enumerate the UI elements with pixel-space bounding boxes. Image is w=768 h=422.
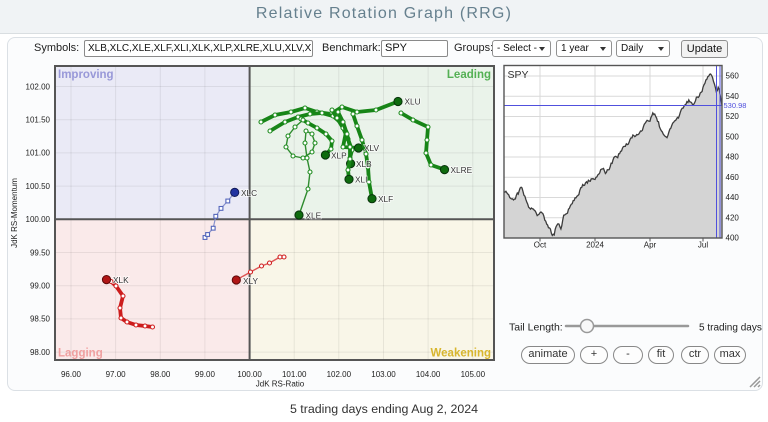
svg-text:JdK RS-Ratio: JdK RS-Ratio — [256, 380, 305, 389]
svg-text:460: 460 — [726, 173, 740, 182]
svg-text:Jul: Jul — [698, 241, 708, 250]
svg-text:XLU: XLU — [405, 97, 421, 107]
svg-text:530.98: 530.98 — [724, 101, 747, 110]
svg-text:Weakening: Weakening — [431, 348, 492, 360]
svg-text:JdK RS-Momentum: JdK RS-Momentum — [10, 178, 19, 248]
svg-text:100.50: 100.50 — [26, 182, 51, 191]
svg-text:520: 520 — [726, 112, 740, 121]
svg-text:104.00: 104.00 — [416, 370, 441, 379]
svg-text:99.00: 99.00 — [195, 370, 216, 379]
svg-text:100.00: 100.00 — [26, 215, 51, 224]
svg-text:98.50: 98.50 — [30, 315, 51, 324]
svg-text:Improving: Improving — [58, 69, 114, 81]
svg-text:XLK: XLK — [113, 275, 129, 285]
svg-text:105.00: 105.00 — [461, 370, 486, 379]
svg-text:400: 400 — [726, 234, 740, 243]
svg-text:Apr: Apr — [644, 241, 657, 250]
svg-text:101.50: 101.50 — [26, 116, 51, 125]
svg-text:440: 440 — [726, 193, 740, 202]
svg-text:XLP: XLP — [331, 150, 347, 160]
svg-text:XLY: XLY — [243, 276, 259, 286]
svg-text:XLRE: XLRE — [451, 165, 473, 175]
svg-text:99.50: 99.50 — [30, 248, 51, 257]
svg-text:99.00: 99.00 — [30, 282, 51, 291]
svg-text:420: 420 — [726, 213, 740, 222]
svg-text:101.00: 101.00 — [282, 370, 307, 379]
svg-text:480: 480 — [726, 153, 740, 162]
svg-text:2024: 2024 — [586, 241, 604, 250]
svg-text:5 trading days: 5 trading days — [699, 323, 762, 334]
svg-text:Leading: Leading — [447, 69, 491, 81]
svg-text:XLF: XLF — [378, 194, 393, 204]
svg-text:500: 500 — [726, 132, 740, 141]
svg-text:560: 560 — [726, 72, 740, 81]
svg-text:100.00: 100.00 — [237, 370, 262, 379]
svg-text:XLI: XLI — [355, 175, 367, 185]
svg-text:Lagging: Lagging — [58, 348, 103, 360]
svg-text:96.00: 96.00 — [61, 370, 82, 379]
svg-text:102.00: 102.00 — [327, 370, 352, 379]
svg-text:98.00: 98.00 — [30, 348, 51, 357]
svg-text:SPY: SPY — [508, 69, 529, 81]
svg-text:97.00: 97.00 — [106, 370, 127, 379]
svg-text:XLV: XLV — [364, 143, 380, 153]
svg-text:98.00: 98.00 — [150, 370, 171, 379]
svg-text:102.00: 102.00 — [26, 82, 51, 91]
svg-text:101.00: 101.00 — [26, 149, 51, 158]
svg-text:XLC: XLC — [241, 188, 257, 198]
svg-text:540: 540 — [726, 92, 740, 101]
svg-text:XLB: XLB — [356, 159, 372, 169]
svg-text:Tail Length:: Tail Length: — [509, 322, 563, 334]
svg-text:Oct: Oct — [534, 241, 547, 250]
svg-text:XLE: XLE — [306, 210, 322, 220]
svg-text:103.00: 103.00 — [371, 370, 396, 379]
